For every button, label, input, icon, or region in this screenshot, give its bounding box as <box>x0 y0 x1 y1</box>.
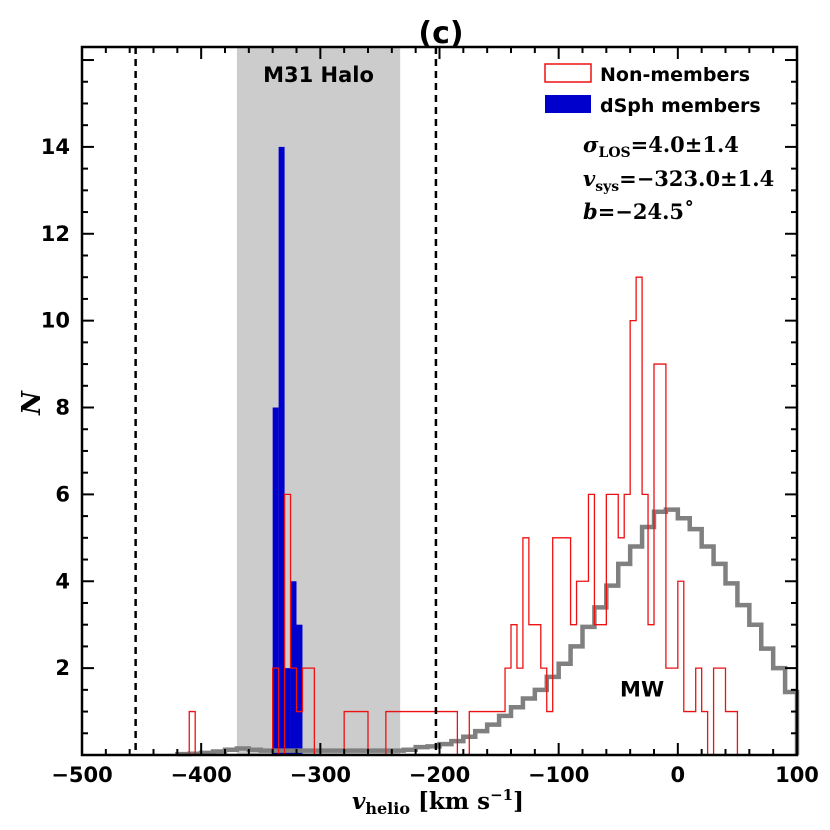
x-tick-label: −500 <box>51 763 112 787</box>
legend-swatch-nonmembers <box>544 63 592 83</box>
fit-annotations: σLOS=4.0±1.4 vsys=−323.0±1.4 b=−24.5˚ <box>583 132 774 224</box>
x-tick-label: 0 <box>671 763 686 787</box>
axes: −500 −400 −300 −200 −100 0 100 2 4 6 8 10 12 14 <box>41 45 819 787</box>
member-bar <box>296 624 303 755</box>
x-tick-label: 100 <box>775 763 819 787</box>
legend: Non-members dSph members <box>544 63 761 117</box>
x-tick-label: −400 <box>170 763 231 787</box>
member-bar <box>272 407 279 755</box>
member-bar <box>278 146 285 755</box>
m31-halo-label: M31 Halo <box>263 63 374 87</box>
y-tick-label: 2 <box>55 656 70 680</box>
x-tick-label: −300 <box>290 763 351 787</box>
y-tick-label: 10 <box>41 309 70 333</box>
vsys-annotation: vsys=−323.0±1.4 <box>583 166 774 195</box>
legend-label-nonmembers: Non-members <box>600 64 750 86</box>
mw-model-line <box>175 507 800 757</box>
y-tick-label: 6 <box>55 482 70 506</box>
legend-label-members: dSph members <box>600 95 761 117</box>
legend-swatch-members <box>545 95 591 113</box>
y-tick-label: 4 <box>55 569 70 593</box>
y-axis-label: N <box>17 390 47 416</box>
m31-halo-band <box>236 47 401 755</box>
x-tick-label: −200 <box>409 763 470 787</box>
mw-label: MW <box>620 677 664 701</box>
plot-area <box>134 47 800 757</box>
nonmembers-histogram <box>188 276 739 756</box>
y-tick-label: 14 <box>41 135 70 159</box>
x-axis-label: vhelio [km s−1] <box>352 786 524 818</box>
y-tick-label: 12 <box>41 222 70 246</box>
member-bar <box>284 668 291 755</box>
chart-title: (c) <box>418 16 463 51</box>
sigma-annotation: σLOS=4.0±1.4 <box>583 132 739 161</box>
x-tick-label: −100 <box>528 763 589 787</box>
y-tick-label: 8 <box>55 396 70 420</box>
b-annotation: b=−24.5˚ <box>583 199 695 224</box>
